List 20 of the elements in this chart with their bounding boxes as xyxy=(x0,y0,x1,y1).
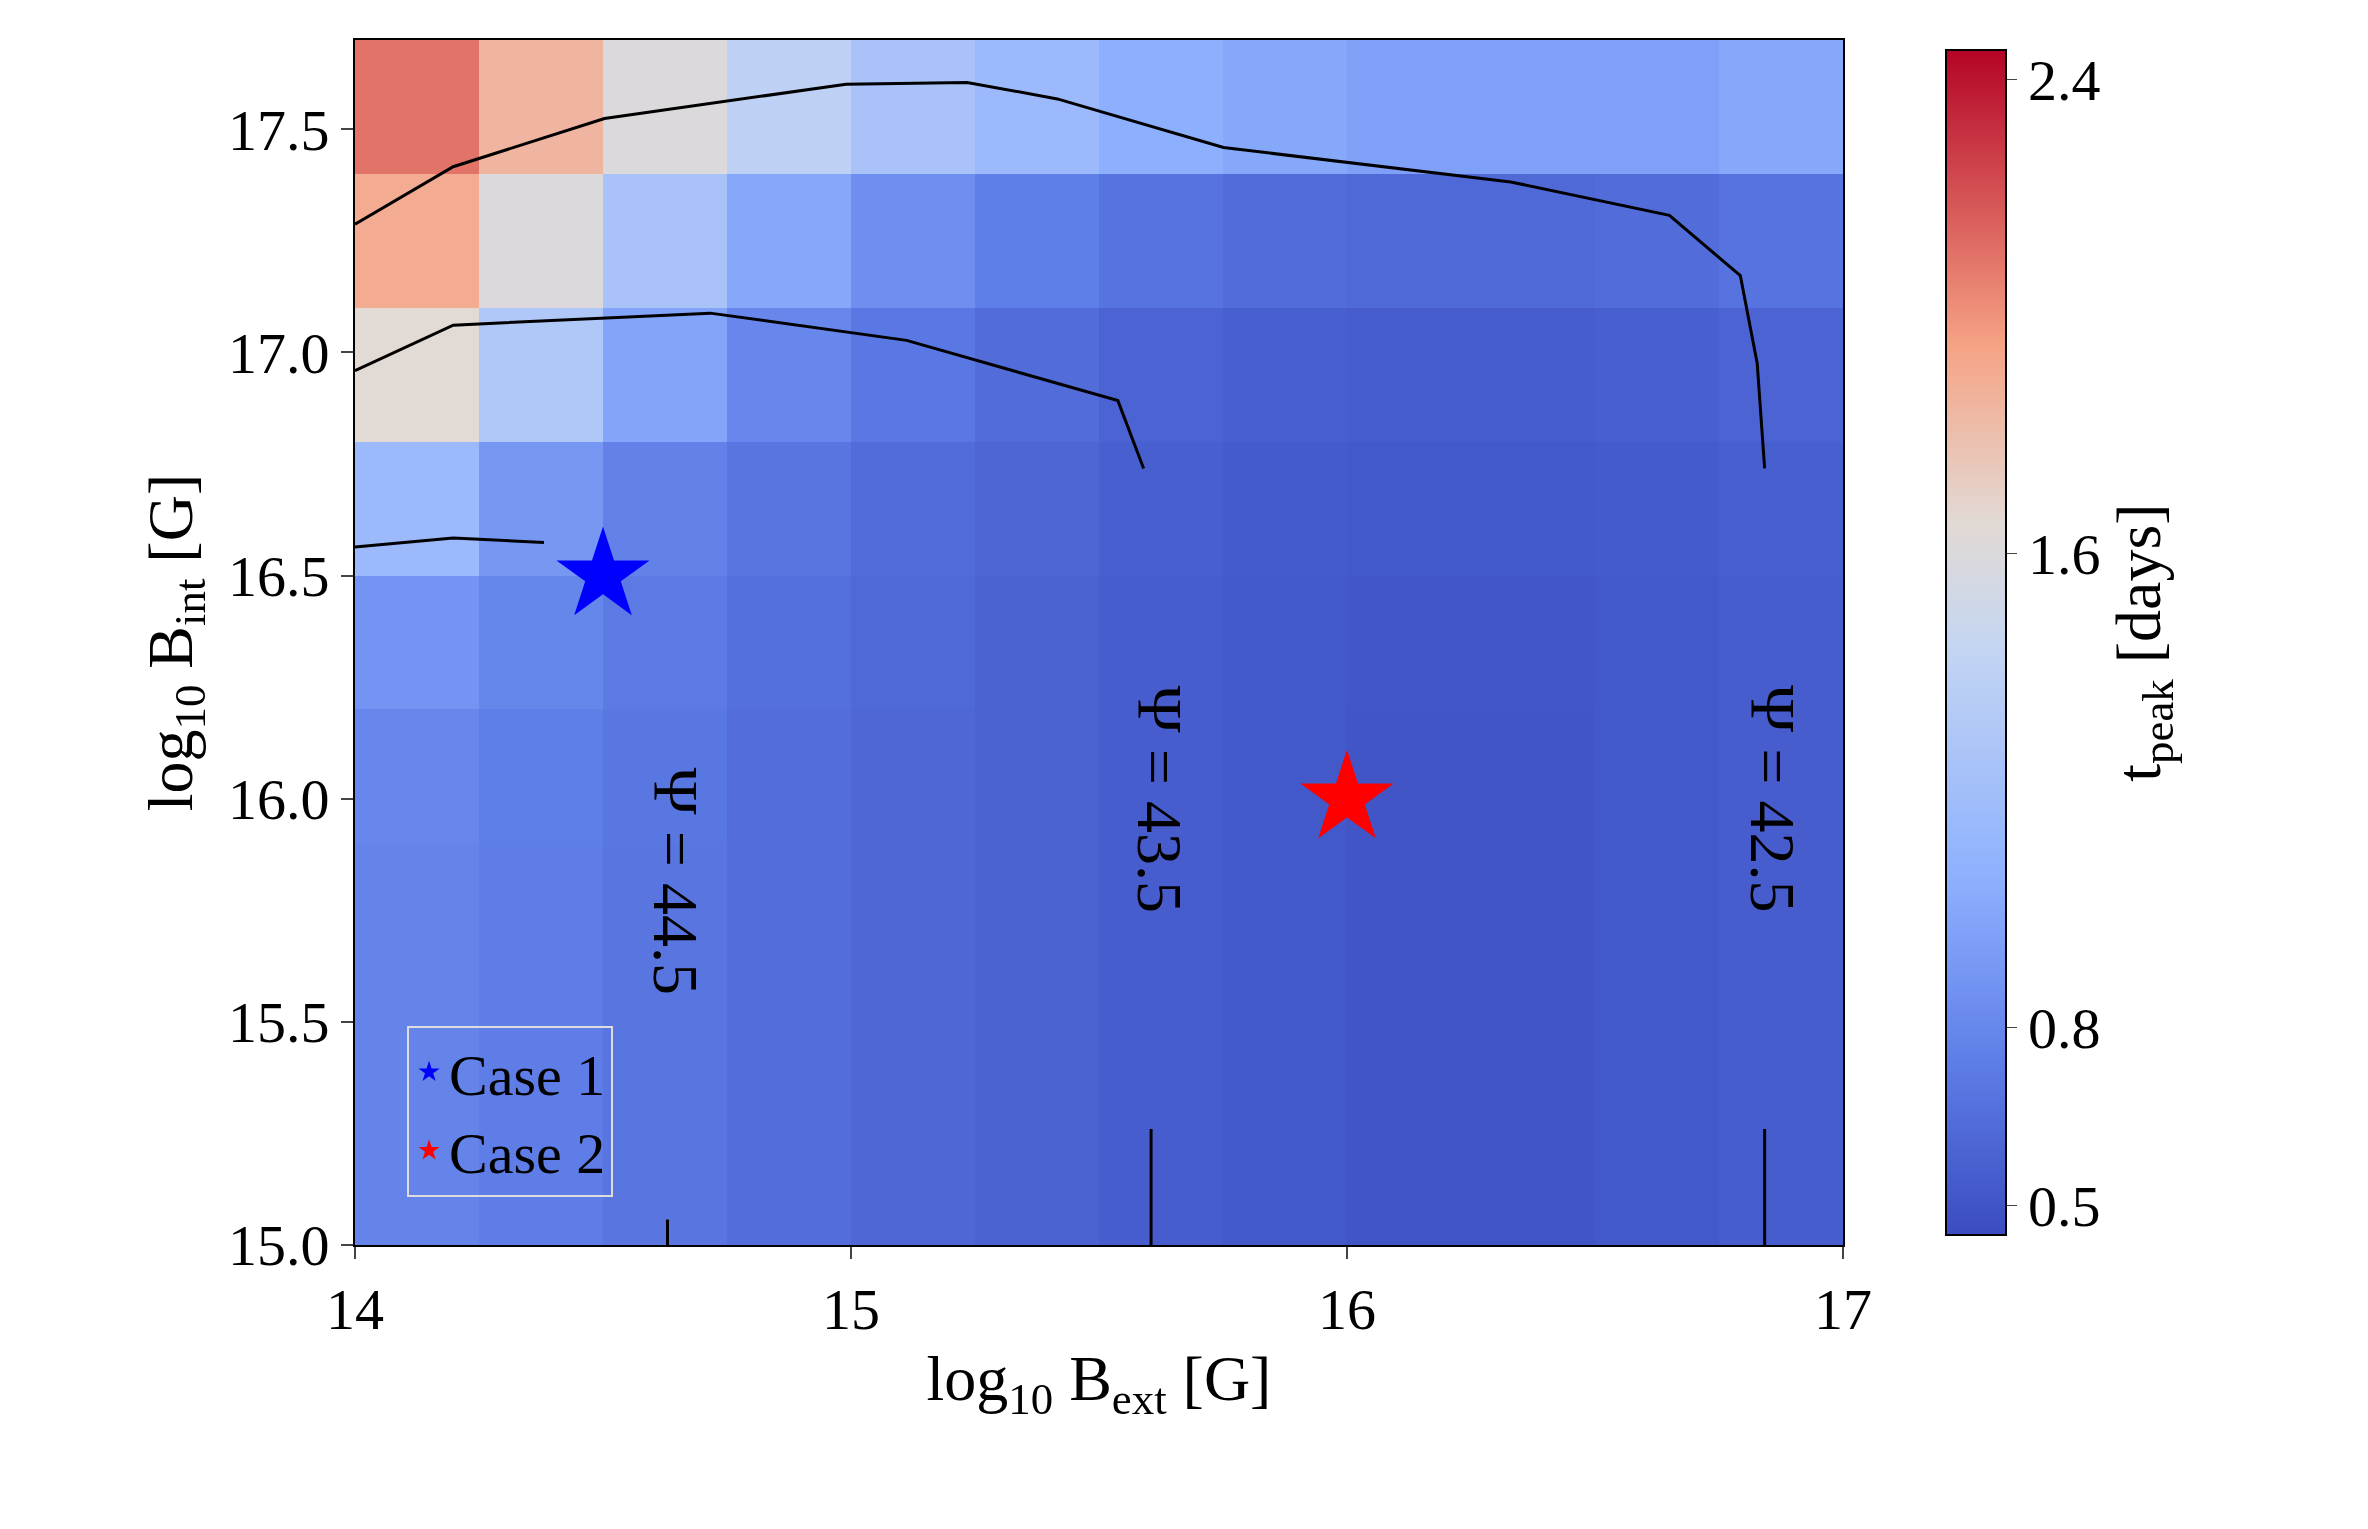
color-bar-label: 1.6 xyxy=(2028,521,2101,587)
color-bar-label: 0.8 xyxy=(2028,995,2101,1061)
annotation: Ψ = 42.5 xyxy=(1737,685,1809,913)
y-tick-label: 16.5 xyxy=(227,543,330,609)
legend-label: Case 2 xyxy=(449,1121,606,1187)
x-tick-label: 15 xyxy=(822,1276,880,1342)
legend-label: Case 1 xyxy=(449,1042,606,1108)
annotation: Ψ = 44.5 xyxy=(639,767,711,995)
x-tick-label: 16 xyxy=(1318,1276,1376,1342)
y-tick-label: 17.0 xyxy=(227,320,330,386)
y-tick-label: 16.0 xyxy=(227,767,330,832)
x-axis-title: log$_{10}$ B$_{ext}$ [G] xyxy=(926,1343,1272,1424)
y-tick-label: 15.0 xyxy=(227,1213,330,1279)
y-tick-label: 15.5 xyxy=(227,990,330,1056)
color-bar-label: 2.4 xyxy=(2028,47,2101,113)
color-bar-label: 0.5 xyxy=(2028,1173,2101,1239)
x-tick-label: 14 xyxy=(326,1276,384,1342)
y-tick-label: 17.5 xyxy=(227,97,330,163)
annotation: Ψ = 43.5 xyxy=(1123,685,1195,913)
x-tick-label: 17 xyxy=(1814,1276,1872,1342)
